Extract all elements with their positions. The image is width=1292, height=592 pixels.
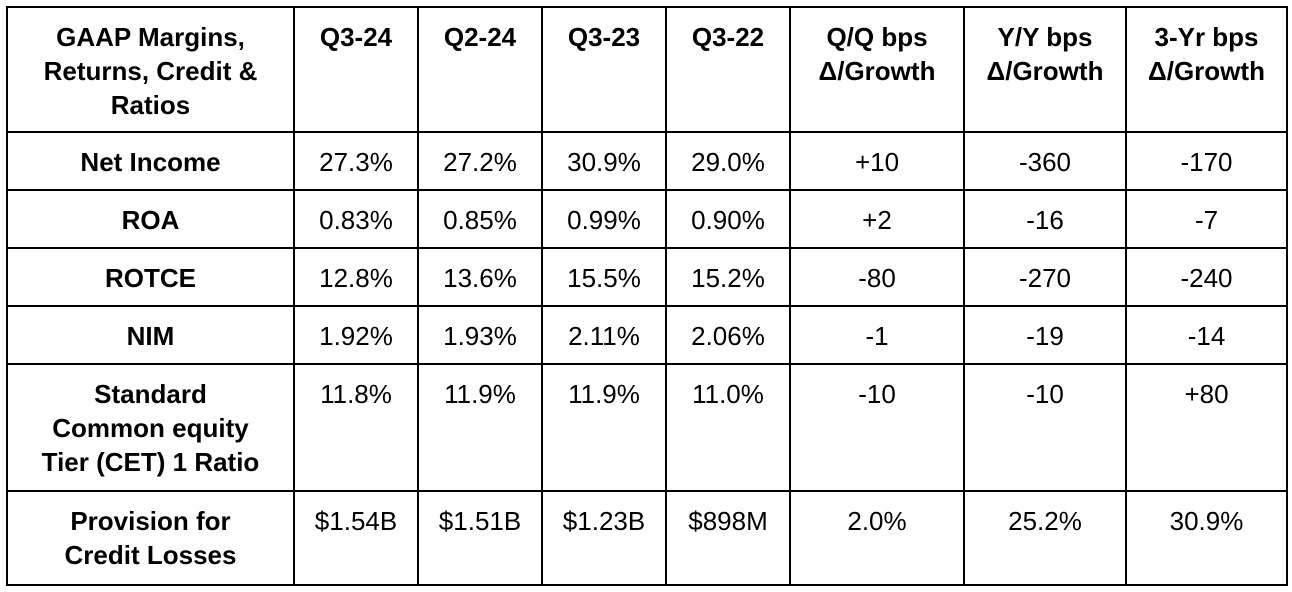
table-cell: 0.90% <box>665 189 791 249</box>
table-cell: -1 <box>789 305 965 365</box>
table-cell: $898M <box>665 490 791 586</box>
table-cell: 30.9% <box>1125 490 1288 586</box>
table-cell: -240 <box>1125 247 1288 307</box>
table-cell: 13.6% <box>417 247 543 307</box>
table-cell: 0.83% <box>293 189 419 249</box>
column-header-qq-growth: Q/Q bps Δ/Growth <box>789 6 965 133</box>
table-cell: 11.9% <box>541 363 667 492</box>
table-cell: -7 <box>1125 189 1288 249</box>
table-cell: +80 <box>1125 363 1288 492</box>
table-cell: 30.9% <box>541 131 667 191</box>
table-cell: 15.5% <box>541 247 667 307</box>
row-label: Net Income <box>6 131 295 191</box>
row-label: NIM <box>6 305 295 365</box>
table-cell: $1.51B <box>417 490 543 586</box>
table-cell: -270 <box>963 247 1127 307</box>
column-header-yy-growth: Y/Y bps Δ/Growth <box>963 6 1127 133</box>
column-header-q2-24: Q2-24 <box>417 6 543 133</box>
table-row: ROA 0.83% 0.85% 0.99% 0.90% +2 -16 -7 <box>6 189 1288 249</box>
table-cell: $1.23B <box>541 490 667 586</box>
table-row: Provision for Credit Losses $1.54B $1.51… <box>6 490 1288 586</box>
table-cell: $1.54B <box>293 490 419 586</box>
column-header-q3-22: Q3-22 <box>665 6 791 133</box>
table-cell: 1.93% <box>417 305 543 365</box>
column-header-q3-23: Q3-23 <box>541 6 667 133</box>
table-cell: 29.0% <box>665 131 791 191</box>
row-label: Standard Common equity Tier (CET) 1 Rati… <box>6 363 295 492</box>
row-label: ROA <box>6 189 295 249</box>
table-cell: +2 <box>789 189 965 249</box>
row-label: ROTCE <box>6 247 295 307</box>
table-row: ROTCE 12.8% 13.6% 15.5% 15.2% -80 -270 -… <box>6 247 1288 307</box>
table-cell: 11.0% <box>665 363 791 492</box>
table-cell: 2.0% <box>789 490 965 586</box>
row-label: Provision for Credit Losses <box>6 490 295 586</box>
table-row: Net Income 27.3% 27.2% 30.9% 29.0% +10 -… <box>6 131 1288 191</box>
table-cell: 15.2% <box>665 247 791 307</box>
table-cell: 11.8% <box>293 363 419 492</box>
table-cell: -16 <box>963 189 1127 249</box>
table-row: NIM 1.92% 1.93% 2.11% 2.06% -1 -19 -14 <box>6 305 1288 365</box>
table-cell: 27.2% <box>417 131 543 191</box>
table-cell: 2.06% <box>665 305 791 365</box>
table-cell: 12.8% <box>293 247 419 307</box>
table-cell: -170 <box>1125 131 1288 191</box>
table-cell: -80 <box>789 247 965 307</box>
table-header-row: GAAP Margins, Returns, Credit & Ratios Q… <box>6 6 1288 133</box>
table-cell: 2.11% <box>541 305 667 365</box>
column-header-metric: GAAP Margins, Returns, Credit & Ratios <box>6 6 295 133</box>
table-cell: 27.3% <box>293 131 419 191</box>
gaap-metrics-table: GAAP Margins, Returns, Credit & Ratios Q… <box>6 6 1288 586</box>
table-cell: -19 <box>963 305 1127 365</box>
table-cell: 11.9% <box>417 363 543 492</box>
column-header-q3-24: Q3-24 <box>293 6 419 133</box>
table-cell: 25.2% <box>963 490 1127 586</box>
table-cell: -10 <box>963 363 1127 492</box>
table-cell: 1.92% <box>293 305 419 365</box>
column-header-3yr-growth: 3-Yr bps Δ/Growth <box>1125 6 1288 133</box>
table-cell: +10 <box>789 131 965 191</box>
table-cell: 0.85% <box>417 189 543 249</box>
table-cell: -360 <box>963 131 1127 191</box>
table-cell: -10 <box>789 363 965 492</box>
table-row: Standard Common equity Tier (CET) 1 Rati… <box>6 363 1288 492</box>
table-cell: -14 <box>1125 305 1288 365</box>
table-cell: 0.99% <box>541 189 667 249</box>
